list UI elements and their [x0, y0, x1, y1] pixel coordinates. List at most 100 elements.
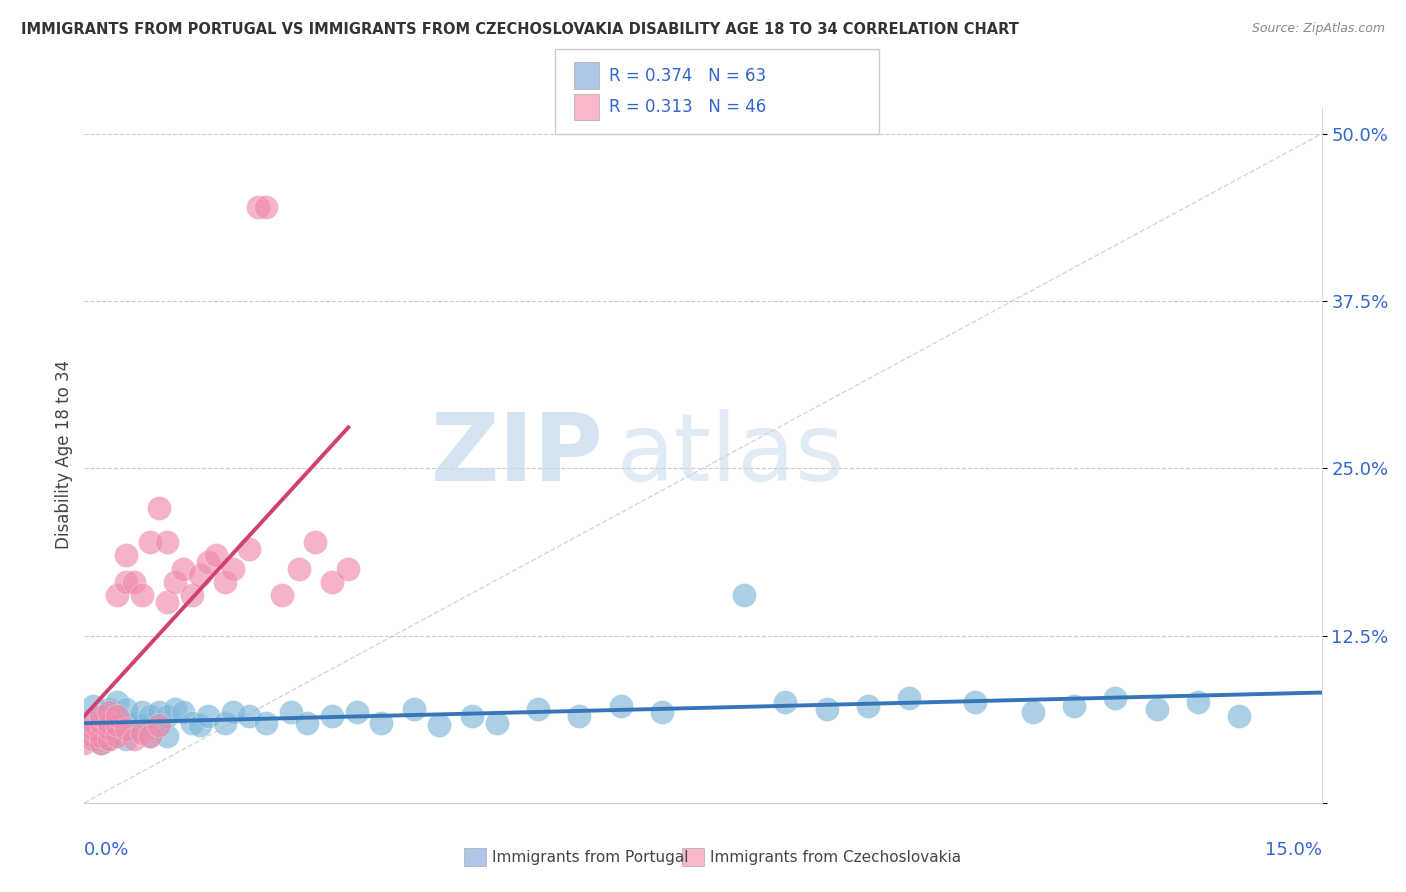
Point — [775, 696, 797, 710]
Point — [139, 708, 162, 723]
Point — [90, 708, 112, 723]
Point — [98, 705, 121, 719]
Point — [965, 696, 987, 710]
Point — [105, 589, 128, 603]
Point — [188, 568, 211, 582]
Point — [98, 702, 121, 716]
Point — [148, 718, 170, 732]
Point — [1104, 691, 1126, 706]
Point — [90, 723, 112, 737]
Point — [856, 699, 879, 714]
Text: Immigrants from Portugal: Immigrants from Portugal — [492, 850, 689, 864]
Point — [156, 708, 179, 723]
Point — [1146, 702, 1168, 716]
Point — [82, 723, 104, 737]
Point — [114, 702, 136, 716]
Text: atlas: atlas — [616, 409, 845, 501]
Point — [222, 705, 245, 719]
Text: Source: ZipAtlas.com: Source: ZipAtlas.com — [1251, 22, 1385, 36]
Point — [122, 575, 145, 590]
Point — [197, 555, 219, 569]
Point — [527, 702, 550, 716]
Point — [114, 723, 136, 737]
Point — [733, 589, 755, 603]
Point — [90, 708, 112, 723]
Text: 0.0%: 0.0% — [84, 841, 129, 859]
Point — [90, 735, 112, 749]
Point — [246, 201, 269, 215]
Point — [98, 715, 121, 730]
Point — [1187, 696, 1209, 710]
Point — [82, 715, 104, 730]
Point — [114, 548, 136, 563]
Point — [172, 562, 194, 576]
Point — [90, 735, 112, 749]
Y-axis label: Disability Age 18 to 34: Disability Age 18 to 34 — [55, 360, 73, 549]
Point — [346, 705, 368, 719]
Point — [370, 715, 392, 730]
Point — [461, 708, 484, 723]
Point — [651, 705, 673, 719]
Point — [337, 562, 360, 576]
Point — [321, 708, 343, 723]
Point — [485, 715, 508, 730]
Point — [254, 715, 277, 730]
Point — [214, 715, 236, 730]
Point — [105, 708, 128, 723]
Point — [156, 729, 179, 743]
Point — [139, 729, 162, 743]
Point — [172, 705, 194, 719]
Point — [148, 718, 170, 732]
Point — [404, 702, 426, 716]
Point — [1227, 708, 1250, 723]
Point — [222, 562, 245, 576]
Point — [131, 718, 153, 732]
Point — [114, 715, 136, 730]
Point — [114, 731, 136, 746]
Point — [180, 715, 202, 730]
Point — [139, 729, 162, 743]
Point — [295, 715, 318, 730]
Point — [122, 715, 145, 730]
Point — [105, 718, 128, 732]
Point — [1063, 699, 1085, 714]
Text: Immigrants from Czechoslovakia: Immigrants from Czechoslovakia — [710, 850, 962, 864]
Point — [148, 501, 170, 516]
Text: 15.0%: 15.0% — [1264, 841, 1322, 859]
Point — [105, 729, 128, 743]
Point — [82, 731, 104, 746]
Point — [82, 699, 104, 714]
Point — [82, 731, 104, 746]
Point — [105, 696, 128, 710]
Point — [131, 705, 153, 719]
Point — [98, 731, 121, 746]
Point — [188, 718, 211, 732]
Point — [122, 723, 145, 737]
Point — [214, 575, 236, 590]
Point — [271, 589, 294, 603]
Point — [1022, 705, 1045, 719]
Point — [90, 715, 112, 730]
Point — [73, 729, 96, 743]
Point — [98, 715, 121, 730]
Point — [131, 589, 153, 603]
Point — [122, 731, 145, 746]
Point — [148, 705, 170, 719]
Point — [197, 708, 219, 723]
Point — [180, 589, 202, 603]
Text: R = 0.374   N = 63: R = 0.374 N = 63 — [609, 67, 766, 85]
Point — [139, 535, 162, 549]
Point — [98, 731, 121, 746]
Point — [815, 702, 838, 716]
Point — [321, 575, 343, 590]
Point — [105, 708, 128, 723]
Text: IMMIGRANTS FROM PORTUGAL VS IMMIGRANTS FROM CZECHOSLOVAKIA DISABILITY AGE 18 TO : IMMIGRANTS FROM PORTUGAL VS IMMIGRANTS F… — [21, 22, 1019, 37]
Point — [131, 726, 153, 740]
Point — [82, 715, 104, 730]
Point — [165, 702, 187, 716]
Text: R = 0.313   N = 46: R = 0.313 N = 46 — [609, 98, 766, 116]
Point — [156, 595, 179, 609]
Point — [98, 723, 121, 737]
Point — [98, 723, 121, 737]
Point — [105, 718, 128, 732]
